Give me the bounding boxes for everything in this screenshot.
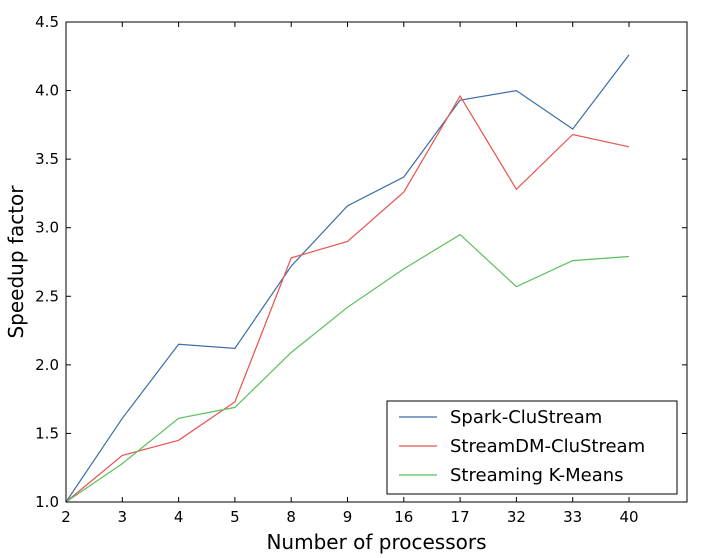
y-tick-label: 2.5 [35, 287, 59, 305]
legend-label-3: Streaming K-Means [450, 465, 624, 486]
legend-label-2: StreamDM-CluStream [450, 436, 645, 457]
legend: Spark-CluStream StreamDM-CluStream Streami… [386, 400, 678, 495]
y-tick-label: 2.0 [35, 356, 59, 374]
y-tick-label: 1.0 [35, 493, 59, 511]
x-tick-label: 16 [394, 508, 413, 526]
series-line-3 [65, 233, 630, 503]
series-line-1 [65, 54, 630, 503]
x-tick-label: 32 [507, 508, 526, 526]
x-tick-label: 2 [61, 508, 71, 526]
x-tick-label: 17 [451, 508, 470, 526]
x-tick-label: 8 [286, 508, 296, 526]
plot-marks [65, 54, 630, 503]
y-tick-label: 1.5 [35, 424, 59, 442]
x-tick-label: 4 [174, 508, 184, 526]
plot-frame [65, 21, 688, 503]
y-axis: 1.0 1.5 2.0 2.5 3.0 3.5 4.0 4.5 [35, 13, 687, 511]
x-axis: 2 3 4 5 8 9 16 17 32 33 40 [61, 22, 639, 526]
x-tick-label: 3 [118, 508, 128, 526]
x-axis-title: Number of processors [266, 530, 486, 554]
x-tick-label: 5 [230, 508, 240, 526]
x-tick-label: 40 [619, 508, 638, 526]
series-line-2 [65, 94, 630, 503]
y-tick-label: 4.0 [35, 82, 59, 100]
legend-label-1: Spark-CluStream [450, 407, 602, 428]
x-tick-label: 33 [563, 508, 582, 526]
x-tick-label: 9 [343, 508, 353, 526]
y-tick-label: 3.5 [35, 150, 59, 168]
y-tick-label: 3.0 [35, 219, 59, 237]
y-axis-title: Speedup factor [4, 185, 28, 339]
y-tick-label: 4.5 [35, 13, 59, 31]
